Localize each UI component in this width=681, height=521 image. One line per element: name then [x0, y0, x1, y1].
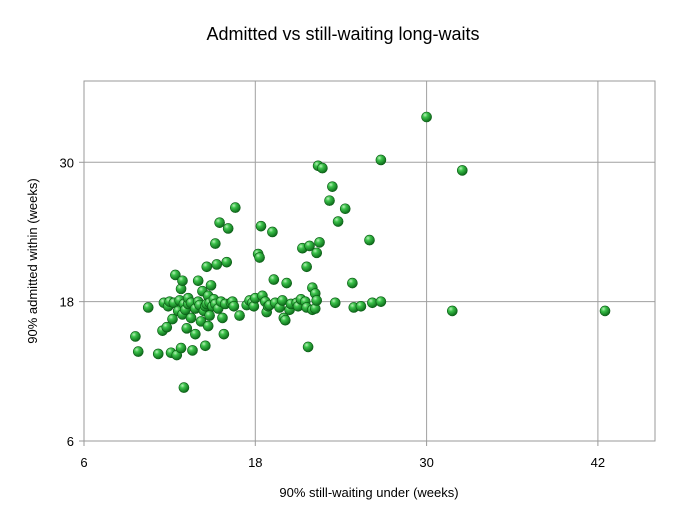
- data-point: [210, 238, 221, 249]
- x-tick-label: 42: [591, 455, 605, 470]
- data-point: [177, 275, 188, 287]
- data-point: [200, 340, 211, 352]
- data-point: [230, 202, 241, 213]
- y-tick-label: 6: [67, 434, 74, 449]
- data-point: [234, 310, 245, 321]
- data-point: [302, 341, 314, 353]
- data-point: [178, 382, 190, 393]
- data-point: [167, 313, 178, 325]
- data-point: [311, 295, 322, 306]
- data-point: [132, 346, 144, 357]
- data-point: [175, 342, 187, 354]
- data-point: [205, 280, 217, 291]
- y-axis-label: 90% admitted within (weeks): [25, 178, 40, 343]
- data-point: [324, 195, 335, 206]
- data-point: [304, 240, 315, 252]
- data-point: [222, 223, 234, 234]
- data-point: [375, 154, 387, 166]
- data-point: [181, 323, 193, 334]
- data-point: [211, 259, 223, 270]
- data-point: [161, 321, 173, 333]
- data-point: [218, 328, 230, 340]
- data-point: [347, 277, 358, 289]
- data-point: [375, 296, 387, 307]
- x-axis-label: 90% still-waiting under (weeks): [279, 485, 458, 500]
- data-point: [311, 247, 322, 259]
- data-point: [217, 312, 228, 324]
- data-point: [202, 320, 214, 332]
- data-point: [317, 162, 328, 174]
- data-point: [185, 312, 197, 324]
- chart-title: Admitted vs still-waiting long-waits: [206, 24, 479, 44]
- data-point: [130, 331, 141, 342]
- data-point: [201, 261, 213, 273]
- data-point: [254, 252, 265, 263]
- data-point: [599, 305, 611, 317]
- data-point: [332, 216, 344, 227]
- grid-lines: [84, 81, 655, 441]
- data-point: [327, 181, 338, 192]
- data-point: [314, 237, 325, 248]
- data-point: [446, 305, 458, 317]
- data-point: [364, 234, 375, 246]
- x-axis-ticks: 6 18 30 42: [80, 441, 605, 470]
- data-point: [228, 300, 240, 312]
- plot-area: [83, 80, 656, 442]
- data-point: [192, 275, 204, 287]
- data-point: [187, 345, 198, 356]
- data-point: [456, 165, 468, 176]
- data-point: [204, 310, 215, 321]
- x-tick-label: 6: [80, 455, 87, 470]
- data-point: [214, 217, 225, 228]
- data-point: [339, 203, 351, 215]
- data-point: [221, 256, 233, 268]
- data-point: [170, 269, 181, 281]
- data-point: [255, 220, 267, 232]
- data-point: [281, 277, 293, 289]
- x-tick-label: 30: [419, 455, 433, 470]
- y-tick-label: 18: [60, 295, 74, 310]
- data-point: [267, 226, 278, 238]
- data-point: [152, 348, 164, 360]
- data-point: [421, 111, 432, 123]
- data-point: [279, 314, 291, 326]
- y-tick-label: 30: [60, 155, 74, 170]
- data-points: [130, 111, 611, 393]
- data-point: [301, 261, 312, 273]
- data-point: [268, 274, 280, 285]
- data-point: [142, 302, 154, 313]
- x-tick-label: 18: [248, 455, 262, 470]
- y-axis-ticks: 6 18 30: [60, 155, 84, 449]
- data-point: [355, 300, 367, 312]
- data-point: [329, 297, 341, 309]
- data-point: [190, 328, 201, 340]
